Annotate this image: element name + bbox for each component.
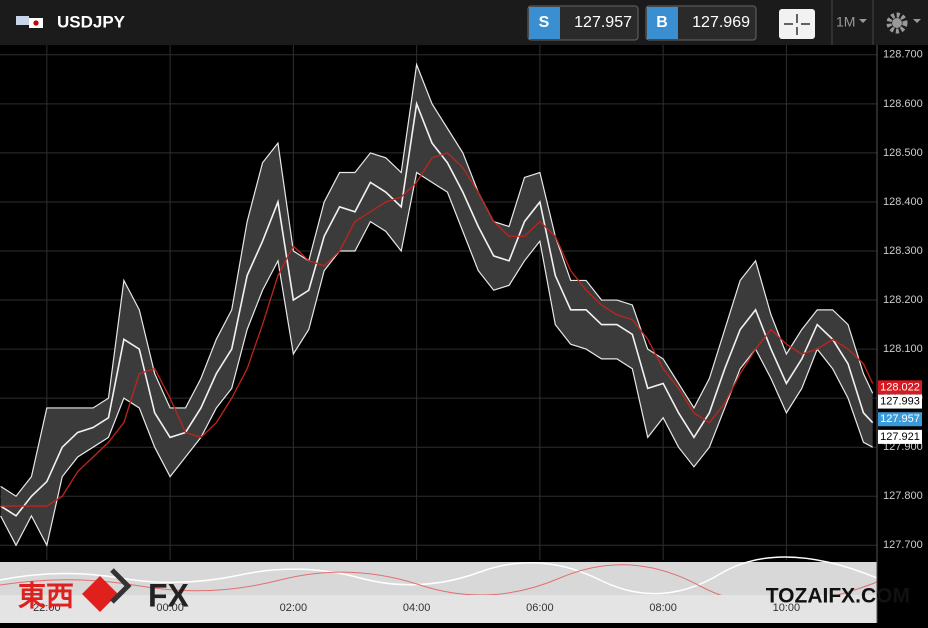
- oscillator-signal: [0, 564, 878, 605]
- y-tick-label: 128.500: [883, 147, 923, 159]
- x-tick-label: 10:00: [773, 602, 801, 614]
- y-tick-label: 127.700: [883, 539, 923, 551]
- settings-caret: [913, 19, 921, 23]
- flag-us: [16, 16, 29, 25]
- sell-price: 127.957: [574, 14, 632, 31]
- y-tick-label: 128.300: [883, 245, 923, 257]
- y-tick-label: 127.800: [883, 490, 923, 502]
- y-tick-label: 128.200: [883, 294, 923, 306]
- y-tick-label: 128.700: [883, 49, 923, 61]
- x-tick-label: 22:00: [33, 602, 61, 614]
- price-tag-label: 127.957: [880, 413, 920, 425]
- buy-badge: [647, 7, 678, 39]
- flag-jp-dot: [33, 20, 39, 26]
- time-axis: [0, 595, 877, 623]
- axes: 127.700127.800127.900128.000128.100128.2…: [33, 49, 923, 614]
- settings-hub: [892, 18, 902, 28]
- site-name: TOZAIFX.COM: [766, 585, 910, 608]
- x-tick-label: 04:00: [403, 602, 431, 614]
- price-tag: [878, 429, 922, 444]
- oscillator-line: [0, 556, 878, 595]
- buy-label: B: [656, 14, 668, 31]
- y-tick-label: 127.900: [883, 441, 923, 453]
- crosshair-button[interactable]: [779, 9, 815, 39]
- series-line: [0, 100, 874, 517]
- crosshair-icon: [784, 14, 810, 35]
- band-upper: [0, 62, 874, 498]
- symbol: USDJPY: [57, 12, 126, 31]
- buy-price: 127.969: [692, 14, 750, 31]
- logo-fx: FX: [148, 577, 190, 613]
- price-tag-label: 127.993: [880, 395, 920, 407]
- price-tag: [878, 380, 922, 395]
- sell-badge: [529, 7, 560, 39]
- price-axis: [877, 45, 928, 623]
- timeframe-caret: [859, 19, 867, 23]
- plot: [0, 45, 877, 560]
- y-tick-label: 128.600: [883, 98, 923, 110]
- series-line: [0, 152, 874, 507]
- price-tag-label: 127.921: [880, 431, 920, 443]
- header: [0, 0, 928, 45]
- logo-diamond: [82, 576, 118, 612]
- x-tick-label: 08:00: [649, 602, 677, 614]
- price-tag: [878, 394, 922, 409]
- logo-kanji: 東西: [18, 580, 74, 611]
- band-fill: [0, 64, 873, 546]
- x-tick-label: 00:00: [156, 602, 184, 614]
- x-tick-label: 06:00: [526, 602, 554, 614]
- price-tag: [878, 412, 922, 427]
- logo-chevron: [110, 568, 132, 604]
- settings-icon[interactable]: [886, 12, 908, 34]
- price-tag-label: 128.022: [880, 381, 920, 393]
- y-tick-label: 128.100: [883, 343, 923, 355]
- sell-label: S: [539, 14, 550, 31]
- x-tick-label: 02:00: [280, 602, 308, 614]
- timeframe[interactable]: 1M: [836, 14, 855, 30]
- y-tick-label: 128.400: [883, 196, 923, 208]
